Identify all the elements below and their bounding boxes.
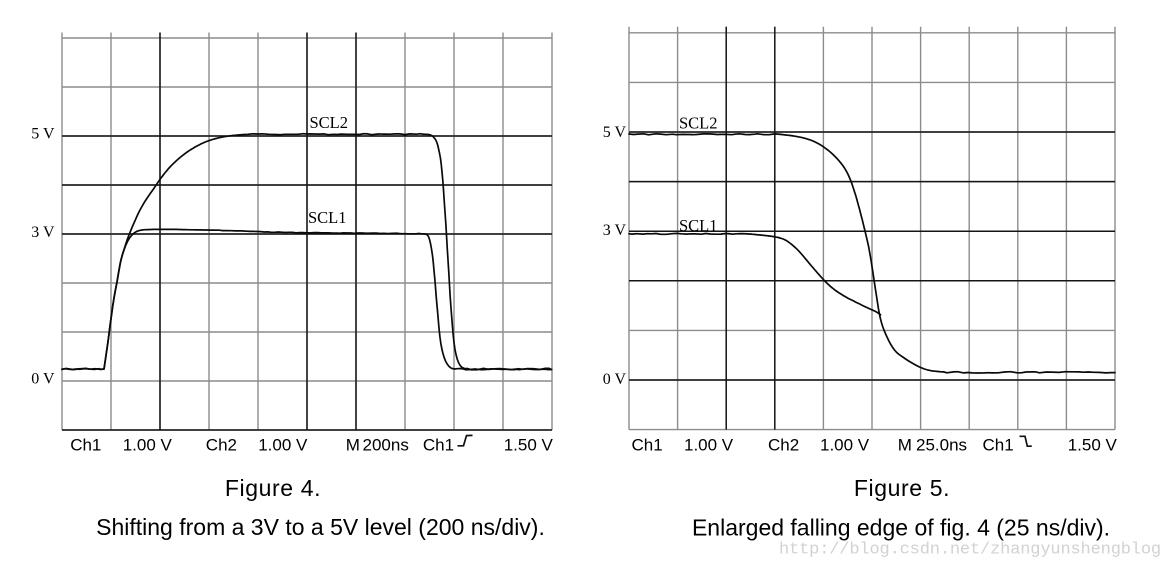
svg-text:5 V: 5 V [31,125,55,142]
svg-text:200ns: 200ns [363,435,409,454]
svg-text:1.00 V: 1.00 V [820,436,870,455]
svg-text:25.0ns: 25.0ns [916,436,967,455]
svg-text:1.50 V: 1.50 V [504,435,554,454]
svg-text:Enlarged falling edge of fig.: Enlarged falling edge of fig. 4 (25 ns/d… [692,515,1110,541]
svg-text:3 V: 3 V [31,224,55,241]
svg-text:0 V: 0 V [603,371,627,388]
svg-text:1.00 V: 1.00 V [258,435,308,454]
svg-text:Ch1: Ch1 [423,435,454,454]
svg-text:3 V: 3 V [603,222,627,239]
svg-text:SCL1: SCL1 [679,216,718,235]
svg-text:SCL1: SCL1 [308,208,347,227]
svg-text:M: M [898,436,912,455]
svg-text:Figure 4.: Figure 4. [225,475,321,501]
svg-text:Ch1: Ch1 [70,435,101,454]
svg-text:SCL2: SCL2 [679,114,718,133]
svg-text:1.00 V: 1.00 V [123,435,173,454]
svg-text:1.50 V: 1.50 V [1068,436,1118,455]
svg-text:Ch1: Ch1 [632,436,663,455]
svg-text:Ch1: Ch1 [983,436,1014,455]
svg-text:Ch2: Ch2 [206,435,237,454]
svg-text:0 V: 0 V [31,371,55,388]
svg-text:Shifting from a 3V to a 5V lev: Shifting from a 3V to a 5V level (200 ns… [96,514,545,540]
svg-text:Figure 5.: Figure 5. [854,475,950,501]
svg-text:1.00 V: 1.00 V [684,436,734,455]
svg-text:M: M [346,435,360,454]
svg-text:http://blog.csdn.net/zhangyuns: http://blog.csdn.net/zhangyunshengblog [779,541,1161,560]
svg-text:Ch2: Ch2 [768,436,799,455]
svg-text:5 V: 5 V [603,124,627,141]
svg-text:SCL2: SCL2 [310,113,349,132]
